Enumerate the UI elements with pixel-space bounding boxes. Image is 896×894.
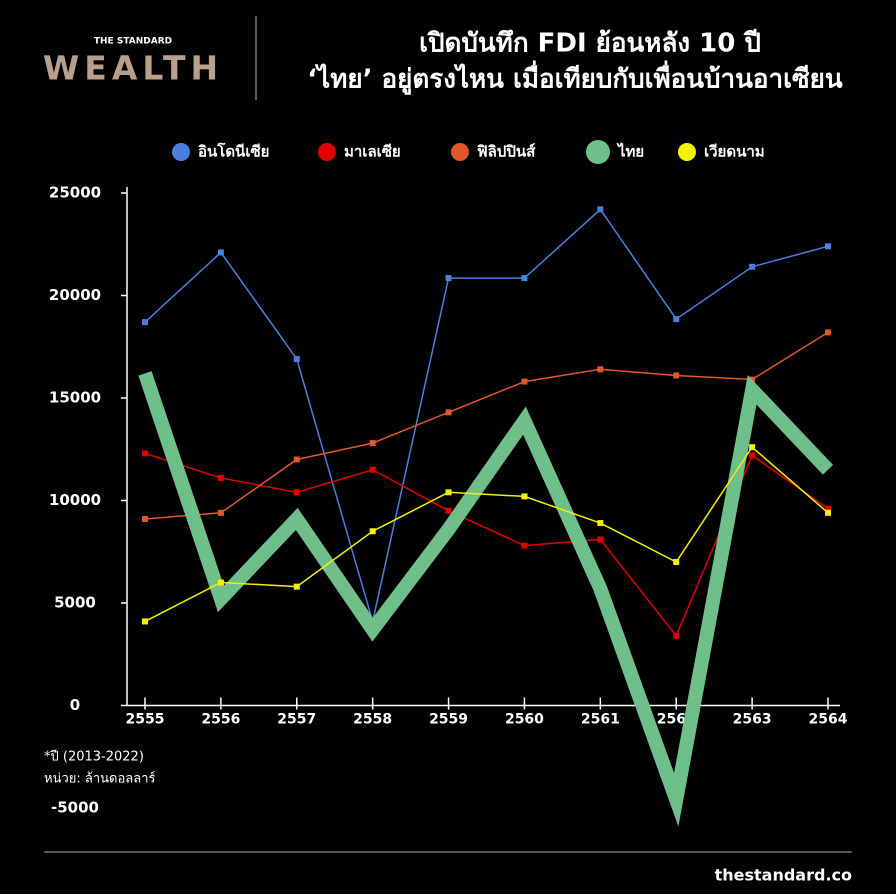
y-tick-label: 25000 (49, 184, 101, 202)
x-tick-label: 2555 (126, 712, 165, 728)
chart-subtitle: ‘ไทย’ อยู่ตรงไหน เมื่อเทียบกับเพื่อนบ้าน… (307, 60, 843, 96)
x-tick-label: 2557 (277, 712, 316, 728)
point (597, 206, 604, 213)
y-tick-label: -5000 (51, 799, 99, 817)
source: thestandard.co (715, 866, 852, 885)
point (673, 316, 680, 323)
legend-label: มาเลเซีย (344, 143, 401, 161)
series-line (144, 331, 829, 520)
point (825, 329, 831, 336)
legend-label: ไทย (616, 142, 644, 161)
legend-marker (172, 143, 190, 161)
point (825, 509, 831, 516)
point (521, 275, 528, 282)
point (217, 579, 224, 586)
point (825, 505, 831, 512)
point (673, 632, 680, 639)
x-tick-label: 2564 (809, 712, 848, 728)
point (825, 243, 831, 250)
point (749, 452, 756, 459)
point (749, 444, 756, 451)
point (142, 618, 148, 625)
point (521, 378, 528, 385)
chart-title: เปิดบันทึก FDI ย้อนหลัง 10 ปี (419, 29, 761, 59)
legend-label: ฟิลิปปินส์ (477, 143, 536, 161)
note: หน่วย: ล้านดอลลาร์ (44, 771, 156, 787)
series-line (138, 371, 834, 827)
point (597, 536, 604, 543)
point (749, 263, 756, 270)
legend-marker (678, 143, 696, 161)
point (369, 528, 376, 535)
brand: WEALTH (43, 49, 223, 88)
x-tick-label: 2556 (201, 712, 240, 728)
point (749, 376, 756, 383)
point (521, 542, 528, 549)
y-tick-label: 5000 (54, 594, 96, 612)
point (597, 520, 604, 527)
point (142, 450, 148, 457)
point (521, 493, 528, 500)
y-tick-label: 0 (70, 696, 80, 714)
point (445, 275, 452, 282)
point (597, 366, 604, 373)
brand-top: THE STANDARD (94, 37, 172, 47)
x-tick-label: 2558 (353, 712, 392, 728)
y-tick-label: 15000 (49, 389, 101, 407)
point (293, 356, 300, 363)
point (293, 456, 300, 463)
series-line (144, 452, 829, 638)
point (217, 474, 224, 481)
point (445, 507, 452, 514)
x-tick-label: 2561 (581, 712, 620, 728)
legend-label: อินโดนีเซีย (198, 142, 269, 161)
series-line (144, 446, 829, 623)
point (673, 559, 680, 565)
note: *ปี (2013-2022) (44, 749, 144, 765)
legend-label: เวียดนาม (704, 143, 765, 161)
point (142, 515, 148, 522)
point (673, 372, 680, 379)
point (217, 249, 224, 256)
series-line (144, 208, 829, 622)
point (293, 489, 300, 496)
point (445, 489, 452, 496)
legend-marker (451, 143, 469, 161)
point (369, 466, 376, 473)
y-tick-label: 10000 (49, 491, 101, 509)
x-tick-label: 2559 (429, 712, 468, 728)
y-tick-label: 20000 (49, 286, 101, 304)
point (293, 583, 300, 590)
point (445, 409, 452, 416)
point (142, 319, 148, 326)
legend-marker (586, 140, 610, 164)
x-tick-label: 2563 (733, 712, 772, 728)
point (369, 440, 376, 447)
legend-marker (318, 143, 336, 161)
x-tick-label: 2560 (505, 712, 544, 728)
point (217, 509, 224, 516)
